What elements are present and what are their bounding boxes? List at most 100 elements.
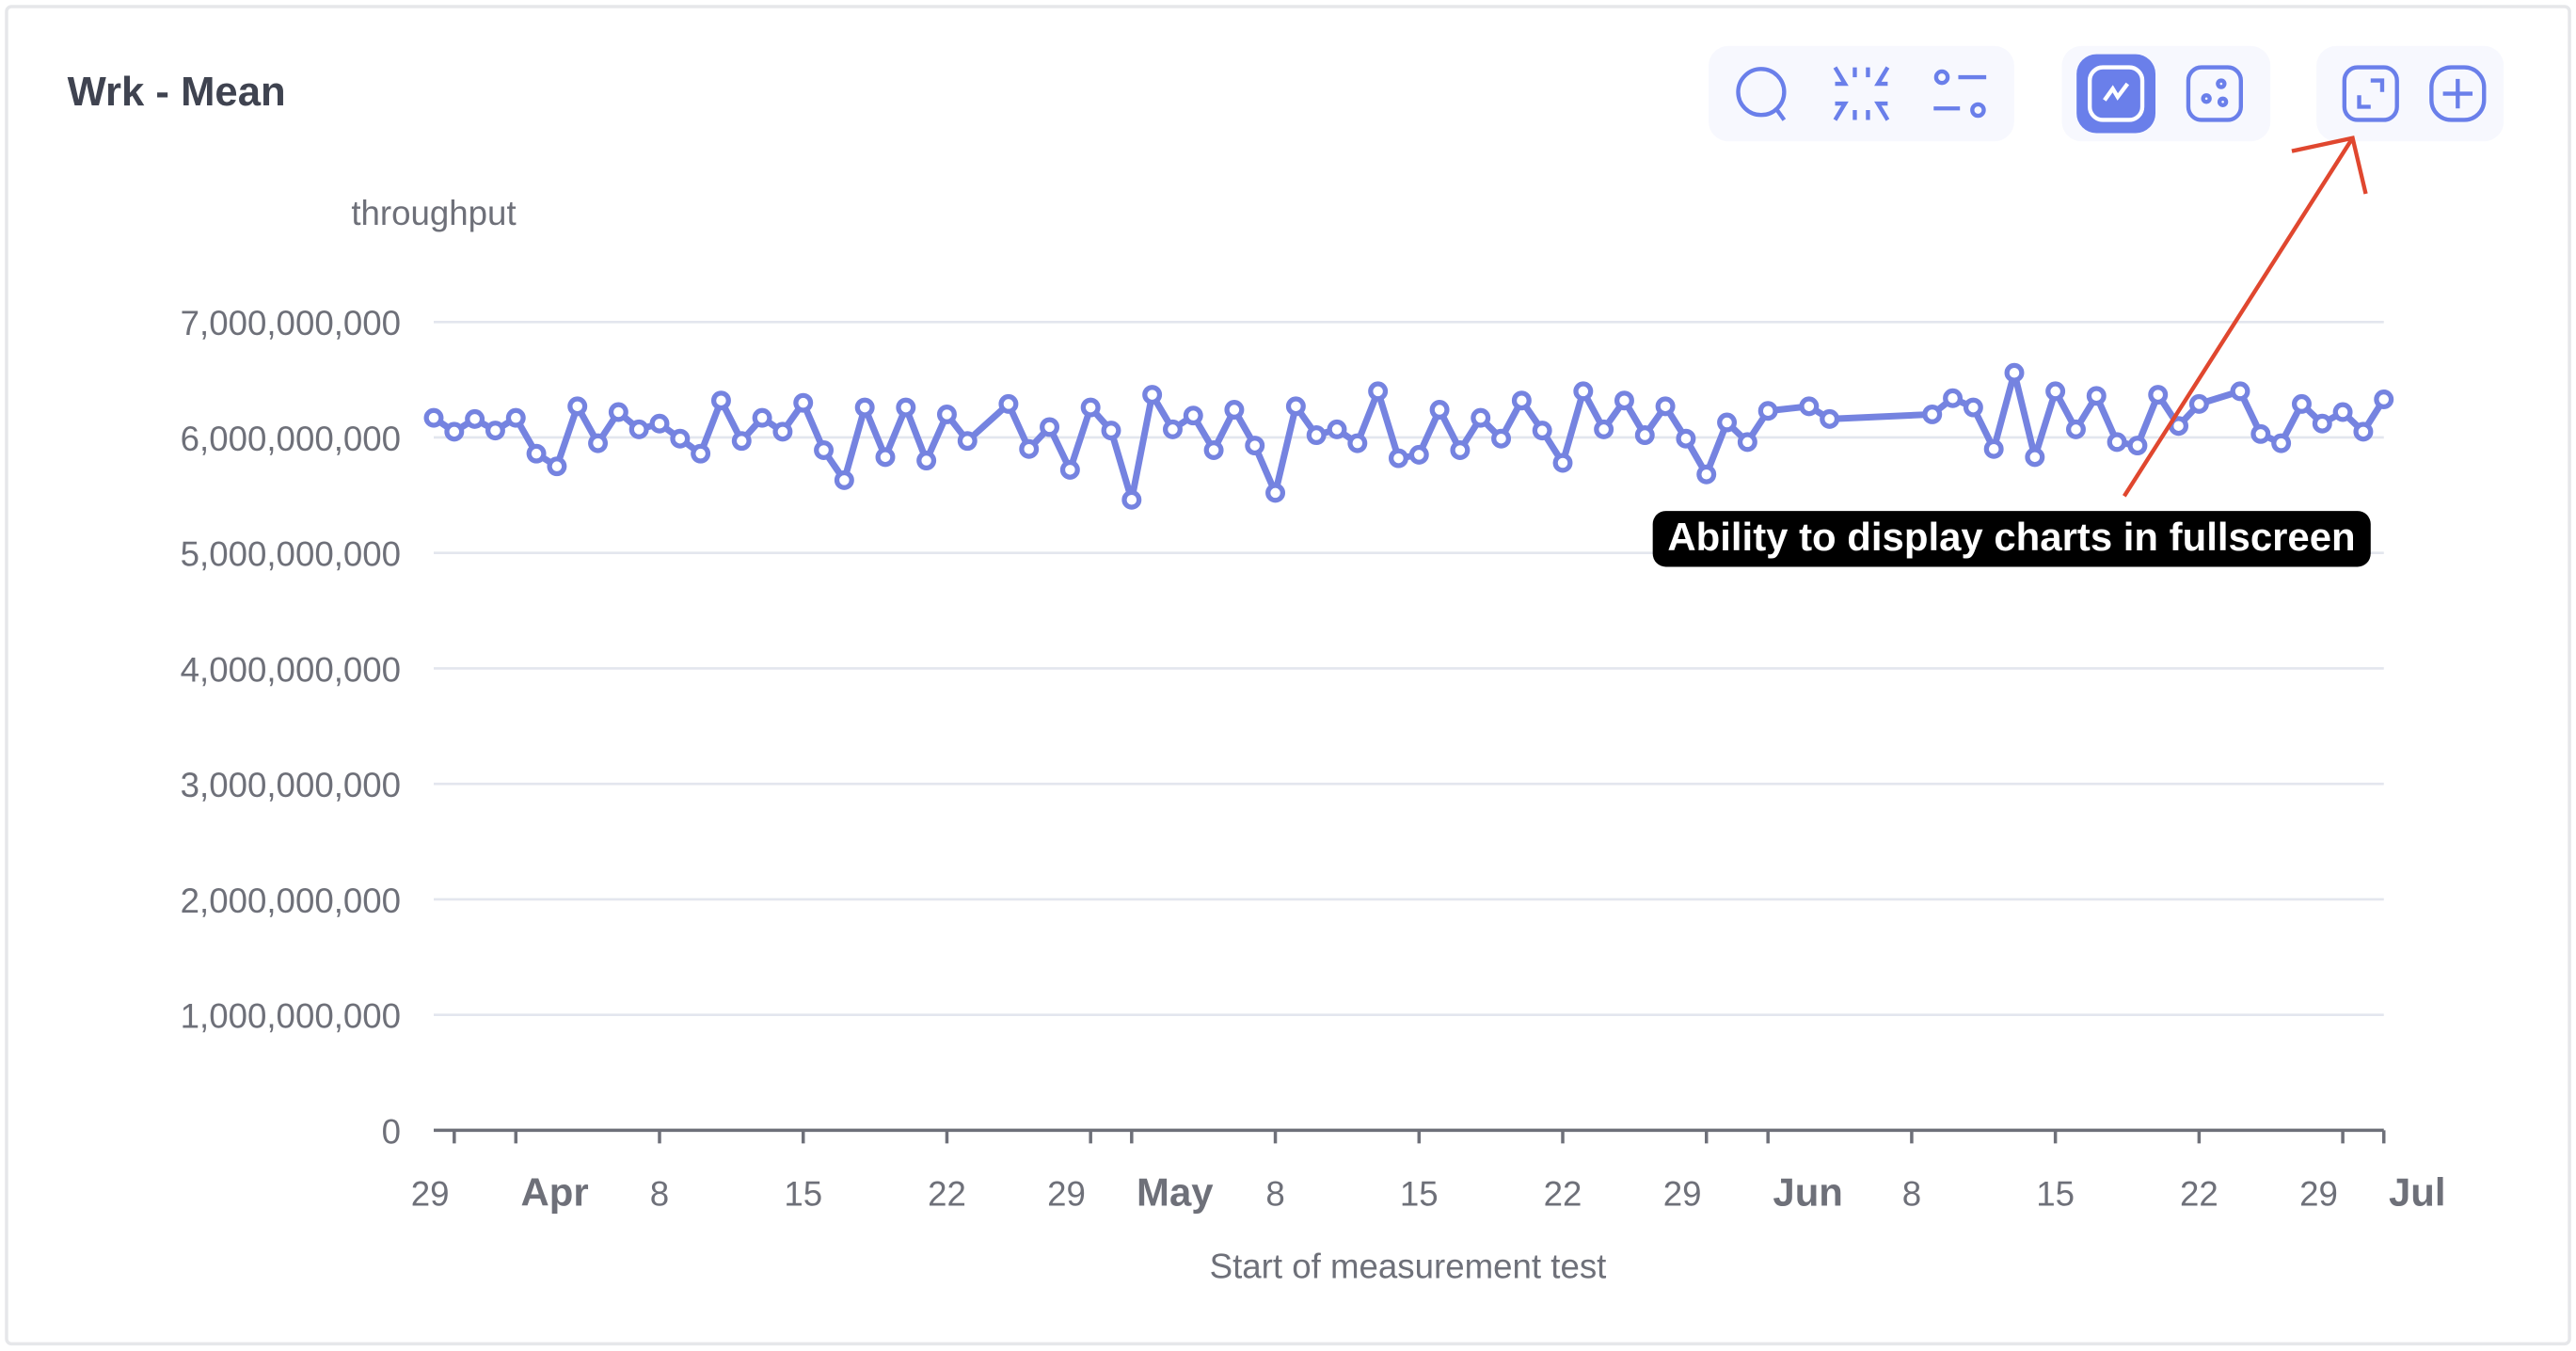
data-point	[957, 431, 978, 452]
data-point	[1511, 390, 1532, 411]
x-tick-label: 22	[1544, 1175, 1582, 1214]
data-point	[2065, 419, 2086, 439]
data-point	[1676, 428, 1696, 449]
x-tick-label: Jul	[2389, 1170, 2446, 1215]
zoom-button[interactable]	[1724, 55, 1803, 134]
data-point	[916, 451, 937, 471]
data-point	[1594, 419, 1614, 439]
data-point	[444, 421, 465, 442]
data-point	[1040, 417, 1060, 437]
data-point	[649, 413, 670, 434]
data-point	[1388, 448, 1408, 469]
annotation-callout: Ability to display charts in fullscreen	[1652, 511, 2371, 567]
data-point	[1347, 433, 1368, 453]
x-tick-label: 15	[784, 1175, 822, 1214]
data-point	[1532, 421, 1552, 441]
reset-zoom-button[interactable]	[1822, 55, 1901, 134]
zoom-toolbar-group	[1709, 45, 2014, 142]
data-point	[2188, 393, 2209, 414]
data-point	[485, 421, 505, 441]
line-chart-icon	[2087, 65, 2145, 122]
data-point	[1614, 390, 1634, 411]
data-point	[1429, 400, 1450, 421]
x-tick-label: 29	[1047, 1175, 1086, 1214]
data-point	[854, 397, 875, 418]
data-point	[628, 419, 649, 439]
data-point	[691, 443, 711, 464]
data-point	[1162, 419, 1183, 439]
data-point	[1285, 396, 1306, 417]
data-point	[608, 402, 628, 422]
data-point	[1471, 407, 1491, 428]
line-chart-button[interactable]	[2076, 54, 2156, 134]
data-point	[1306, 425, 1327, 446]
data-point	[998, 393, 1019, 414]
data-point	[2025, 447, 2045, 468]
data-point	[1820, 408, 1840, 429]
options-button[interactable]	[1920, 55, 1999, 134]
data-point	[2271, 433, 2292, 453]
x-tick-label: 22	[928, 1175, 966, 1214]
x-tick-label: 29	[1663, 1175, 1702, 1214]
data-point	[2332, 402, 2353, 422]
scatter-chart-button[interactable]	[2175, 55, 2254, 134]
data-point	[2291, 393, 2312, 414]
data-point	[567, 396, 588, 417]
data-point	[1655, 396, 1676, 417]
data-point	[772, 421, 793, 442]
data-point	[1019, 438, 1040, 459]
data-point	[547, 456, 567, 477]
x-tick-label: Jun	[1773, 1170, 1842, 1215]
add-button[interactable]	[2418, 55, 2497, 134]
y-axis-label: throughput	[351, 194, 516, 232]
data-point	[1450, 440, 1471, 460]
x-tick-label: 8	[1265, 1175, 1284, 1214]
x-tick-label: 29	[2299, 1175, 2338, 1214]
data-point	[2374, 389, 2394, 409]
y-tick-label: 6,000,000,000	[181, 420, 401, 458]
data-point	[710, 390, 731, 411]
data-point	[2086, 386, 2107, 406]
data-point	[1101, 421, 1121, 441]
data-point	[731, 431, 752, 452]
data-point	[670, 428, 691, 449]
data-point	[526, 443, 547, 464]
x-tick-label: Apr	[521, 1170, 589, 1215]
x-tick-label: 29	[411, 1175, 450, 1214]
x-tick-label: 8	[650, 1175, 669, 1214]
data-point	[2107, 432, 2127, 453]
plus-icon	[2429, 65, 2487, 122]
data-point	[1265, 483, 1286, 503]
data-point	[1203, 440, 1224, 460]
data-point	[1491, 428, 1512, 449]
fullscreen-button[interactable]	[2331, 55, 2410, 134]
data-point	[1121, 489, 1142, 510]
data-point	[834, 469, 854, 490]
fullscreen-icon	[2342, 65, 2399, 122]
chart-card	[5, 5, 2571, 1346]
data-point	[1142, 385, 1163, 405]
search-icon	[1736, 67, 1787, 121]
data-point	[505, 407, 526, 428]
data-point	[1408, 444, 1429, 465]
chart-type-group	[2061, 45, 2271, 142]
data-point	[1799, 396, 1820, 417]
x-tick-label: May	[1137, 1170, 1214, 1215]
data-point	[1224, 400, 1245, 421]
data-point	[423, 407, 444, 428]
data-point	[936, 404, 957, 424]
data-point	[1757, 401, 1778, 421]
y-tick-label: 4,000,000,000	[181, 650, 401, 689]
data-point	[2148, 385, 2169, 405]
data-point	[896, 397, 916, 418]
y-tick-label: 1,000,000,000	[181, 997, 401, 1036]
data-point	[1717, 412, 1738, 433]
data-point	[465, 408, 485, 429]
data-point	[2230, 381, 2250, 402]
collapse-icon	[1833, 66, 1890, 121]
data-point	[752, 407, 772, 428]
y-tick-label: 3,000,000,000	[181, 766, 401, 804]
data-point	[1943, 388, 1964, 408]
x-axis-label: Start of measurement test	[1210, 1248, 1607, 1286]
data-point	[1696, 464, 1717, 485]
